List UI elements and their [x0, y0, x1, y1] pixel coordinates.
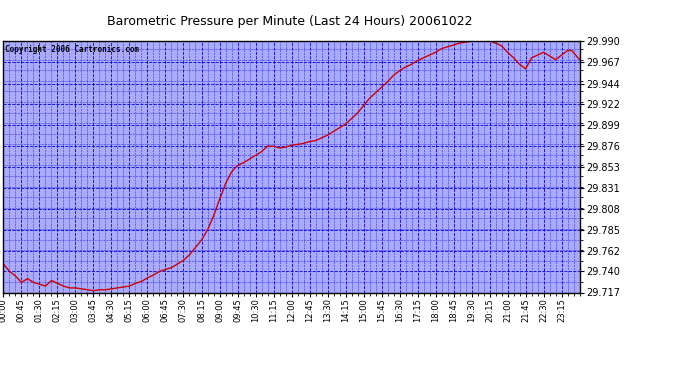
Text: Copyright 2006 Cartronics.com: Copyright 2006 Cartronics.com — [5, 45, 139, 54]
Text: Barometric Pressure per Minute (Last 24 Hours) 20061022: Barometric Pressure per Minute (Last 24 … — [107, 15, 473, 28]
